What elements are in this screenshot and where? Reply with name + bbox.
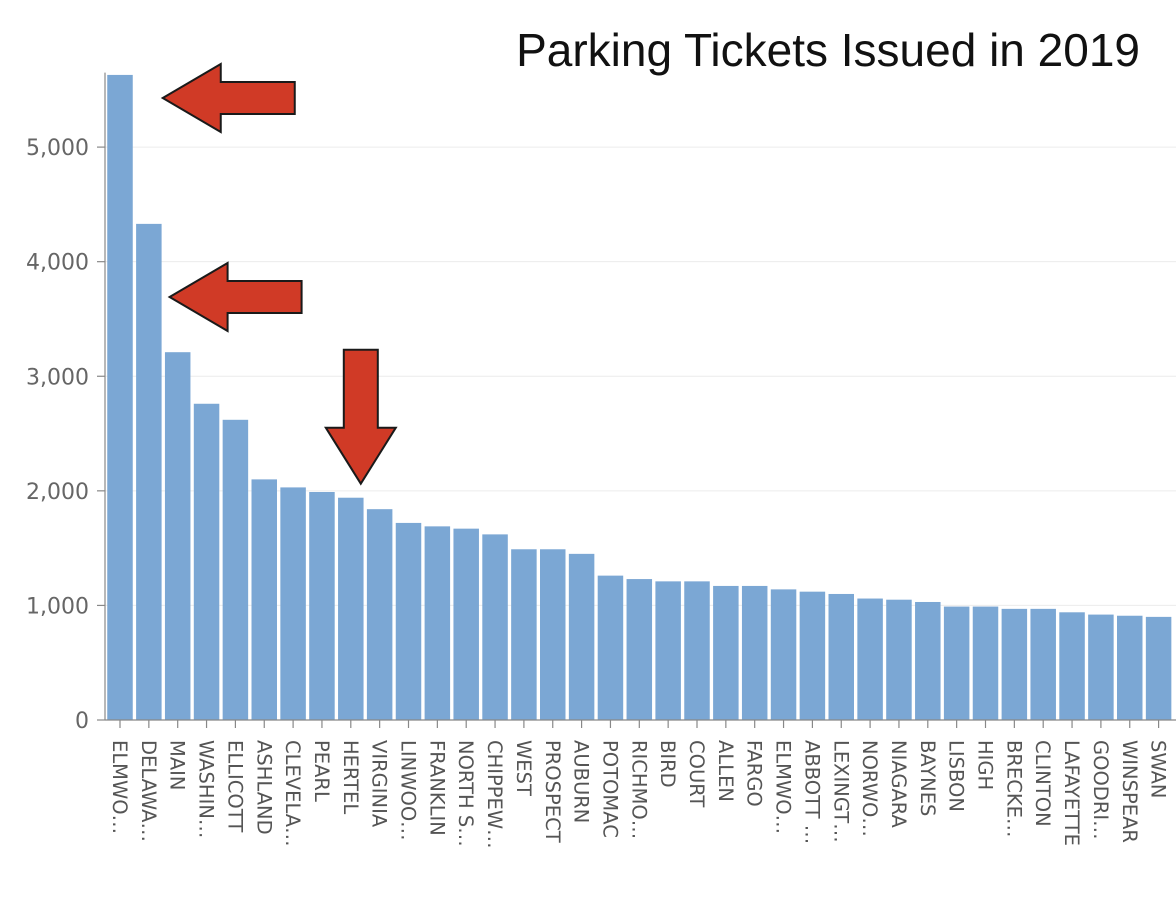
bar [684, 581, 710, 720]
bar [1030, 608, 1056, 720]
bar [280, 487, 306, 720]
x-axis-ticks: ELMWO… DELAWA… MAIN WASHIN… ELLICOTT ASHLAND C… [108, 720, 1170, 849]
y-tick-label: 0 [75, 709, 89, 734]
x-tick-label: ALLEN [714, 740, 737, 802]
bar [482, 534, 508, 720]
x-tick-label: VIRGINIA [368, 740, 391, 828]
x-tick-label: LEXINGT… [829, 740, 852, 843]
bar [222, 419, 249, 720]
bar [511, 549, 537, 720]
bar [136, 223, 162, 721]
bar [1145, 616, 1172, 720]
bar [626, 579, 653, 720]
bars [107, 74, 1172, 721]
bar [770, 589, 797, 720]
bar [424, 526, 451, 720]
y-tick-label: 4,000 [26, 251, 89, 276]
bar [366, 509, 393, 720]
x-tick-label: BAYNES [916, 740, 939, 816]
x-tick-label: ABBOTT … [800, 740, 823, 844]
bar [799, 591, 826, 720]
bar [568, 553, 595, 720]
bar [193, 403, 220, 720]
x-tick-label: ASHLAND [252, 740, 275, 835]
x-tick-label: WINSPEAR [1118, 740, 1141, 843]
x-tick-label: GOODRI… [1089, 740, 1112, 840]
y-tick-label: 2,000 [26, 480, 89, 505]
bar [164, 352, 191, 720]
bar [107, 74, 133, 720]
x-tick-label: POTOMAC [598, 740, 621, 838]
x-tick-label: LISBON [945, 740, 968, 812]
x-tick-label: WEST [512, 740, 535, 796]
x-tick-label: ELMWO… [772, 740, 795, 834]
bar [915, 601, 941, 720]
y-tick-label: 5,000 [26, 136, 89, 161]
bar [943, 606, 970, 720]
bar [597, 575, 624, 720]
x-tick-label: LAFAYETTE [1060, 740, 1083, 846]
x-tick-label: NIAGARA [887, 740, 910, 829]
x-tick-label: BIRD [656, 740, 679, 788]
bar [857, 598, 883, 720]
x-tick-label: PROSPECT [541, 740, 564, 843]
bar [309, 491, 335, 720]
bar [1117, 615, 1143, 720]
x-tick-label: FARGO [743, 740, 766, 807]
x-tick-label: DELAWA… [137, 740, 160, 842]
x-tick-label: LINWOO… [397, 740, 420, 841]
bar [395, 522, 422, 720]
bar [741, 585, 768, 720]
x-tick-label: RICHMO… [627, 740, 650, 839]
x-tick-label: CHIPPEW… [483, 740, 506, 849]
x-tick-label: SWAN [1147, 740, 1170, 799]
bar [1059, 612, 1085, 720]
x-tick-label: NORWO… [858, 740, 881, 837]
x-tick-label: PEARL [310, 740, 333, 802]
x-tick-label: NORTH S… [454, 740, 477, 847]
x-tick-label: FRANKLIN [425, 740, 448, 836]
bar [338, 497, 364, 720]
bar [886, 599, 912, 720]
bar [1088, 614, 1114, 720]
bar [828, 593, 854, 720]
x-tick-label: CLEVELA… [281, 740, 304, 847]
bar [972, 606, 999, 720]
x-tick-label: WASHIN… [195, 740, 218, 838]
x-tick-label: COURT [685, 740, 708, 807]
annotation-arrow-icon [160, 62, 296, 134]
x-tick-label: HIGH [974, 740, 997, 790]
chart-title: Parking Tickets Issued in 2019 [516, 24, 1140, 76]
bar [453, 528, 479, 720]
bar [713, 585, 739, 720]
bar [540, 549, 566, 720]
bar [251, 479, 277, 720]
x-tick-label: AUBURN [570, 740, 593, 823]
x-tick-label: ELMWO… [108, 740, 131, 834]
y-tick-label: 3,000 [26, 365, 89, 390]
bar [1001, 608, 1028, 720]
x-tick-label: CLINTON [1031, 740, 1054, 827]
x-tick-label: BRECKE… [1002, 740, 1025, 837]
bar [655, 581, 681, 720]
y-tick-label: 1,000 [26, 594, 89, 619]
annotations [160, 62, 398, 486]
annotation-arrow-icon [323, 348, 398, 486]
annotation-arrow-icon [167, 261, 303, 333]
x-tick-label: MAIN [166, 740, 189, 791]
x-tick-label: ELLICOTT [223, 740, 246, 832]
y-axis-ticks: 0 1,000 2,000 3,000 4,000 5,000 [26, 136, 105, 734]
x-tick-label: HERTEL [339, 740, 362, 814]
